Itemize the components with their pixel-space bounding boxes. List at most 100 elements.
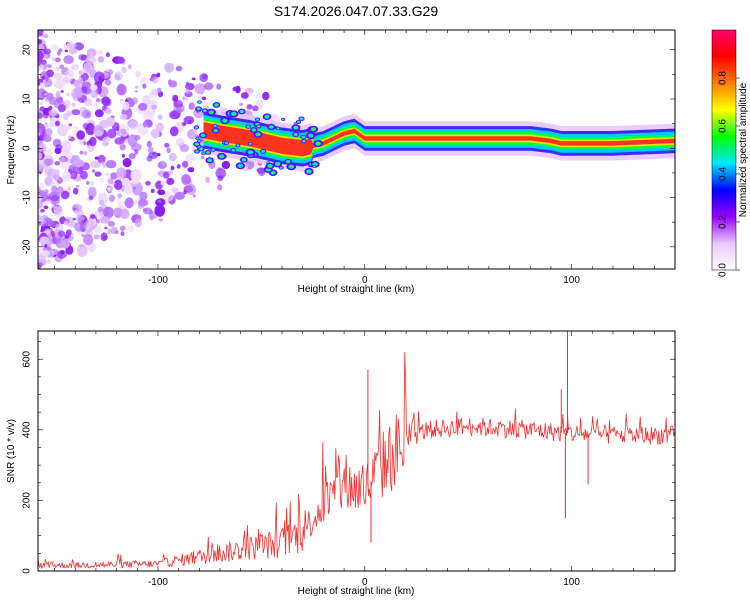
spectrogram-energy-blob: [69, 171, 78, 180]
spectrogram-energy-blob: [38, 215, 45, 223]
spectrogram-hotspot: [294, 126, 298, 129]
spectrogram-energy-blob: [93, 234, 100, 240]
snr-series-line: [38, 352, 675, 570]
spectrogram-energy-blob: [169, 126, 179, 137]
x-tick-label: 0: [362, 577, 368, 588]
spectrogram-energy-blob: [142, 83, 147, 89]
spectrogram-energy-blob: [65, 230, 72, 238]
spectrogram-energy-blob: [252, 105, 259, 112]
spectrogram-energy-blob: [150, 128, 160, 139]
spectrogram-energy-blob: [113, 179, 123, 191]
spectrogram-energy-blob: [97, 154, 106, 164]
spectrogram-energy-blob: [63, 220, 69, 226]
spectrogram-energy-blob: [76, 130, 86, 140]
spectrogram-energy-blob: [200, 155, 205, 160]
spectrogram-energy-blob: [172, 187, 176, 190]
spectrogram-energy-blob: [40, 209, 45, 213]
spectrogram-energy-blob: [240, 92, 249, 99]
spectrogram-hotspot: [307, 170, 311, 173]
spectrogram-energy-blob: [96, 219, 100, 224]
spectrogram-energy-blob: [88, 195, 94, 201]
spectrogram-energy-blob: [79, 244, 83, 248]
spectrogram-energy-blob: [158, 218, 163, 222]
spectrogram-energy-blob: [100, 216, 110, 224]
spectrogram-energy-blob: [57, 249, 68, 259]
spectrogram-hotspot: [223, 119, 227, 122]
spectrogram-energy-blob: [119, 225, 126, 231]
spectrogram-energy-blob: [38, 187, 41, 192]
spectrogram-energy-layer: [38, 30, 309, 269]
spectrogram-energy-blob: [107, 128, 117, 139]
spectrogram-energy-blob: [38, 43, 45, 51]
y-tick-label: -20: [22, 239, 33, 254]
snr-y-label: SNR (10 * v/v): [6, 419, 17, 483]
spectrogram-energy-blob: [102, 142, 108, 147]
spectrogram-energy-blob: [117, 201, 125, 208]
spectrogram-energy-blob: [59, 156, 66, 164]
spectrogram-energy-blob: [67, 125, 71, 131]
spectrogram-energy-blob: [83, 141, 87, 145]
spectrogram-energy-blob: [147, 146, 154, 154]
spectrogram-energy-blob: [186, 183, 196, 196]
spectrogram-hotspot: [195, 126, 198, 129]
spectrogram-energy-blob: [184, 88, 190, 94]
spectrogram-energy-blob: [134, 218, 142, 228]
spectrogram-energy-blob: [46, 259, 52, 264]
spectrogram-energy-blob: [56, 50, 61, 56]
spectrogram-hotspot: [269, 125, 273, 129]
spectrogram-energy-blob: [216, 83, 222, 90]
spectrogram-energy-blob: [60, 90, 64, 93]
snr-x-label: Height of straight line (km): [298, 586, 415, 597]
spectrogram-energy-blob: [38, 195, 43, 203]
spectrogram-energy-blob: [55, 120, 60, 127]
spectrogram-energy-blob: [215, 168, 226, 179]
spectrogram-energy-blob: [191, 77, 196, 81]
spectrogram-energy-blob: [182, 160, 189, 168]
spectrogram-hotspot: [238, 164, 243, 168]
spectrogram-energy-blob: [101, 96, 111, 106]
spectrogram-energy-blob: [94, 129, 103, 136]
spectrogram-hotspot: [311, 127, 316, 131]
spectrogram-energy-blob: [95, 49, 103, 55]
spectrogram-energy-blob: [55, 94, 62, 99]
spectrogram-hotspot: [206, 151, 210, 154]
spectrogram-energy-blob: [75, 184, 80, 188]
spectrogram-energy-blob: [62, 151, 68, 156]
spectrogram-energy-blob: [81, 86, 88, 94]
spectrogram-energy-blob: [248, 92, 253, 96]
spectrogram-energy-blob: [39, 64, 44, 70]
spectrogram-energy-blob: [43, 147, 53, 157]
spectrogram-energy-blob: [52, 56, 56, 62]
spectrogram-hotspot: [309, 134, 313, 137]
spectrogram-energy-blob: [104, 107, 112, 114]
spectrogram-energy-blob: [128, 120, 139, 130]
spectrogram-energy-blob: [44, 218, 55, 227]
spectrogram-energy-blob: [112, 182, 116, 185]
spectrogram-energy-blob: [105, 68, 110, 72]
spectrogram-energy-blob: [70, 233, 75, 237]
spectrogram-energy-blob: [90, 89, 99, 99]
spectrogram-energy-blob: [46, 246, 52, 251]
spectrogram-energy-blob: [43, 205, 49, 210]
spectrogram-energy-blob: [46, 69, 54, 78]
spectrogram-energy-blob: [48, 96, 58, 105]
spectrogram-energy-blob: [38, 152, 43, 160]
spectrogram-hotspot: [225, 142, 228, 144]
spectrogram-energy-blob: [217, 184, 223, 191]
spectrogram-energy-blob: [43, 189, 47, 193]
spectrogram-hotspot: [265, 115, 269, 118]
spectrogram-energy-blob: [38, 30, 44, 37]
colorbar-tick-label: 0.2: [718, 215, 729, 229]
spectrogram-energy-blob: [82, 234, 94, 246]
spectrogram-energy-blob: [43, 93, 47, 96]
spectrogram-energy-blob: [194, 83, 206, 95]
colorbar-label: Normalized spectral amplitude: [738, 82, 749, 217]
spectrogram-energy-blob: [42, 79, 47, 83]
spectrogram-energy-blob: [155, 122, 164, 132]
spectrogram-energy-blob: [134, 90, 139, 93]
spectrogram-energy-blob: [79, 150, 84, 155]
spectrogram-energy-blob: [38, 182, 45, 190]
spectrogram-energy-blob: [176, 106, 183, 114]
spectrogram-energy-blob: [97, 206, 103, 212]
spectrogram-energy-blob: [176, 164, 181, 169]
